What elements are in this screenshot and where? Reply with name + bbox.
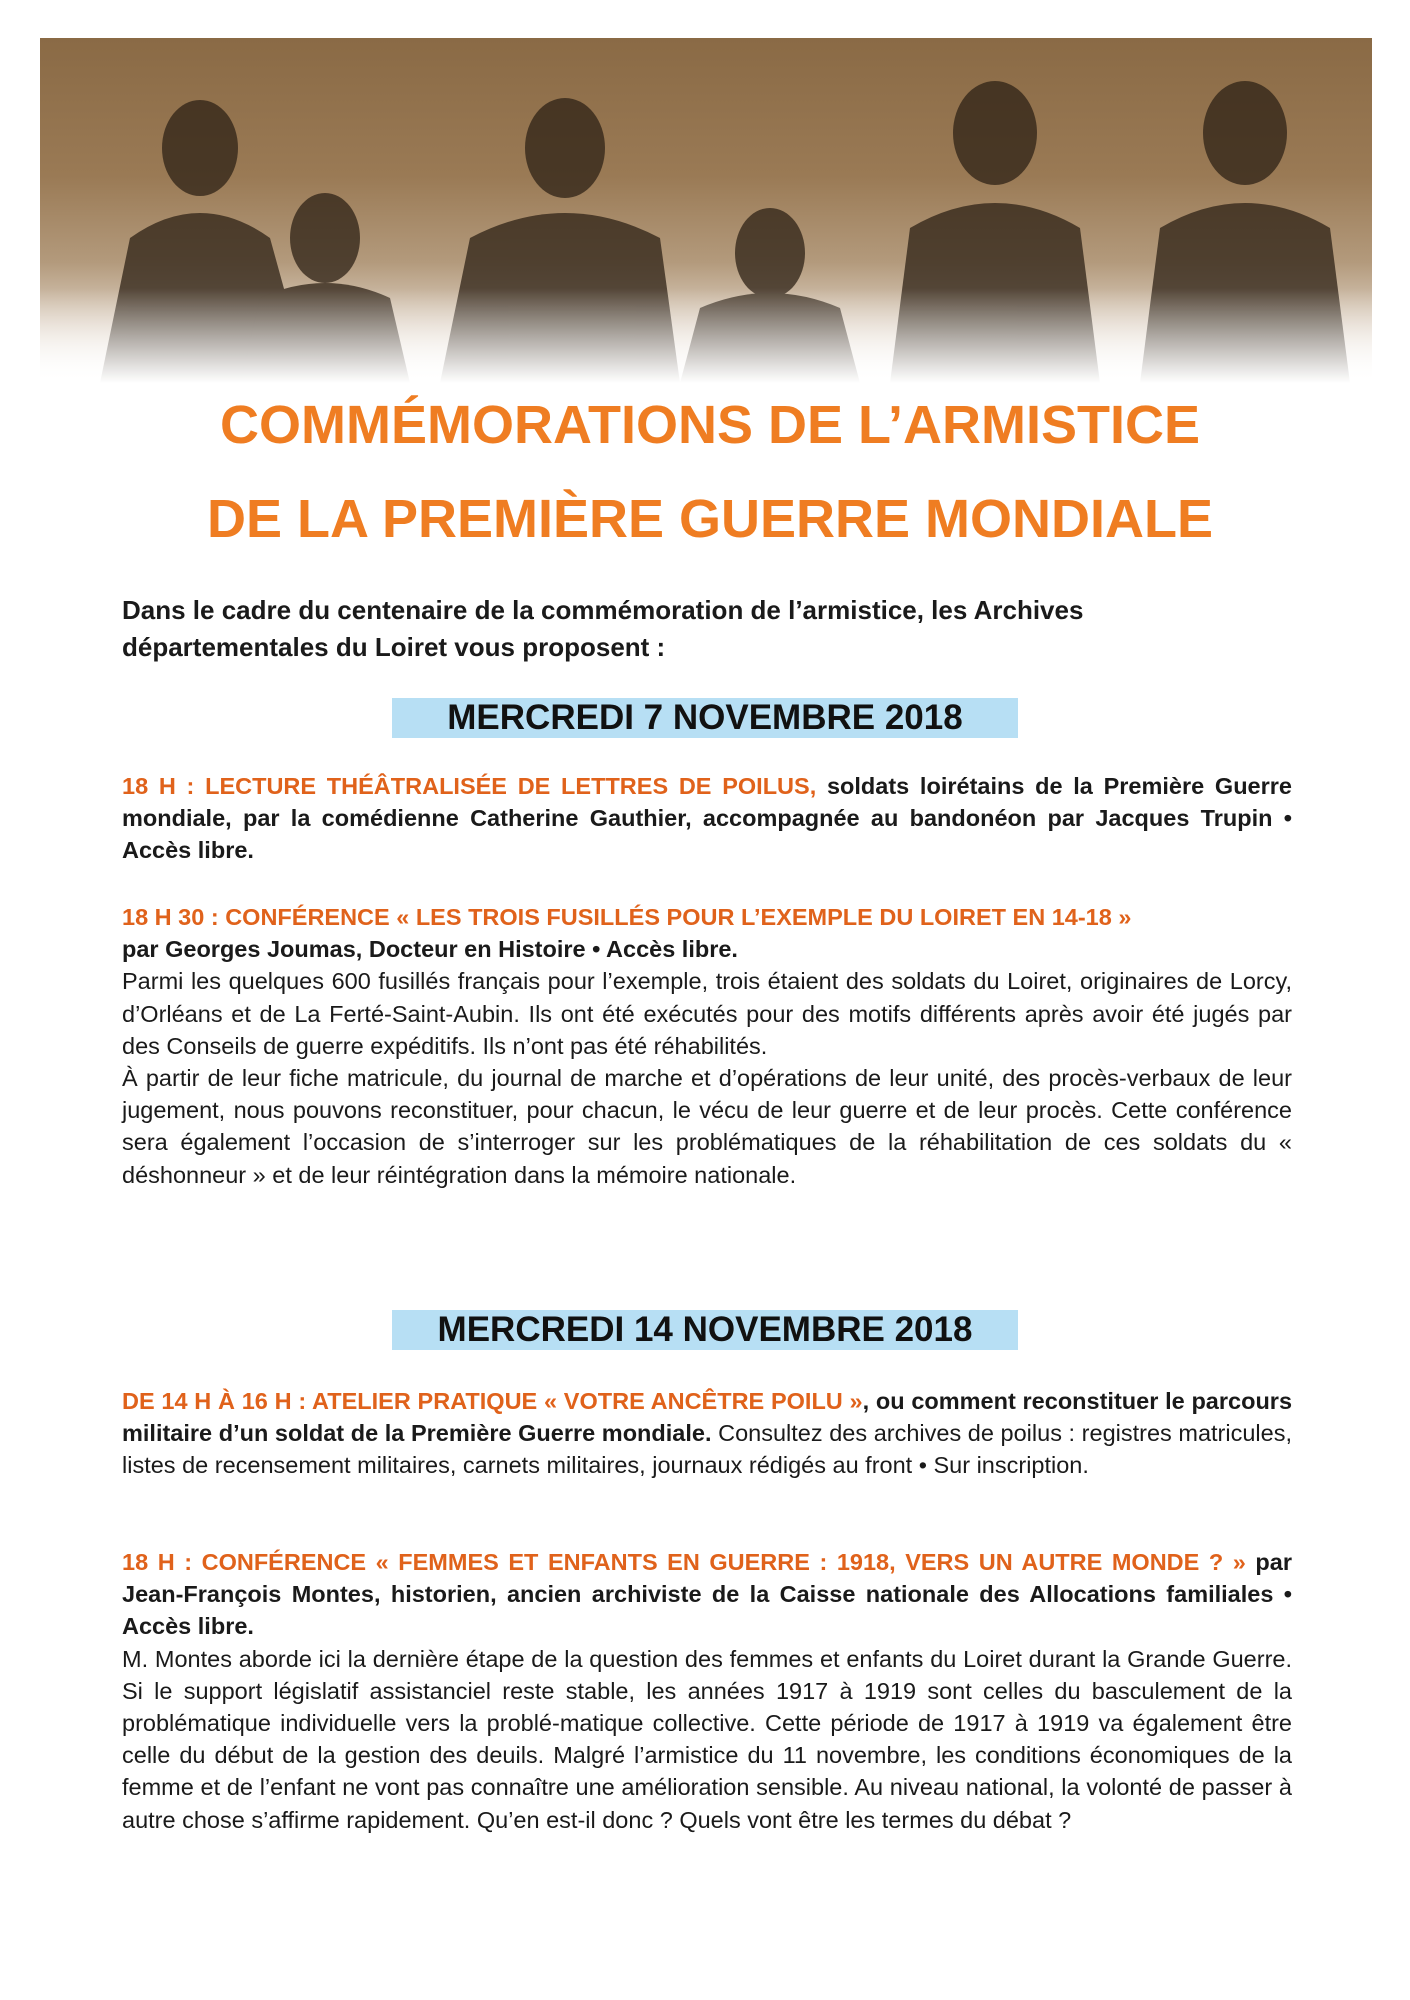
page-title-line-2: DE LA PREMIÈRE GUERRE MONDIALE — [206, 489, 1214, 549]
event-reading: 18 H : LECTURE THÉÂTRALISÉE DE LETTRES D… — [122, 770, 1292, 867]
event-subtitle: soldats loirétains de la Première Guerre… — [122, 773, 1292, 864]
event-heading: 18 H 30 : CONFÉRENCE « LES TROIS FUSILLÉ… — [122, 904, 1132, 930]
event-heading: 18 H : CONFÉRENCE « FEMMES ET ENFANTS EN… — [122, 1549, 1246, 1575]
event-subtitle: par Georges Joumas, Docteur en Histoire … — [122, 936, 738, 963]
event-heading: 18 H : LECTURE THÉÂTRALISÉE DE LETTRES D… — [122, 773, 817, 799]
date-heading-1: MERCREDI 7 NOVEMBRE 2018 — [392, 698, 1018, 738]
event-body: M. Montes aborde ici la dernière étape d… — [122, 1645, 1292, 1833]
event-heading: DE 14 H À 16 H : ATELIER PRATIQUE « VOTR… — [122, 1388, 863, 1414]
date-heading-2: MERCREDI 14 NOVEMBRE 2018 — [392, 1310, 1018, 1350]
header-photo-soldiers — [40, 38, 1372, 383]
event-subtitle: , ou comment reconstituer le parcours mi… — [122, 1388, 1293, 1447]
event-conference-fusilles: 18 H 30 : CONFÉRENCE « LES TROIS FUSILLÉ… — [122, 901, 1292, 1191]
event-conference-femmes: 18 H : CONFÉRENCE « FEMMES ET ENFANTS EN… — [122, 1546, 1292, 1836]
event-body: Parmi les quelques 600 fusillés français… — [122, 968, 1292, 1059]
page-title-line-1: COMMÉMORATIONS DE L’ARMISTICE — [220, 395, 1200, 455]
event-workshop: DE 14 H À 16 H : ATELIER PRATIQUE « VOTR… — [122, 1385, 1292, 1482]
event-body: Consultez des archives de poilus : regis… — [122, 1420, 1292, 1479]
event-subtitle: par Jean-François Montes, historien, anc… — [122, 1549, 1292, 1640]
intro-text: Dans le cadre du centenaire de la commém… — [122, 595, 1084, 662]
event-body: À partir de leur fiche matricule, du jou… — [122, 1065, 1292, 1188]
